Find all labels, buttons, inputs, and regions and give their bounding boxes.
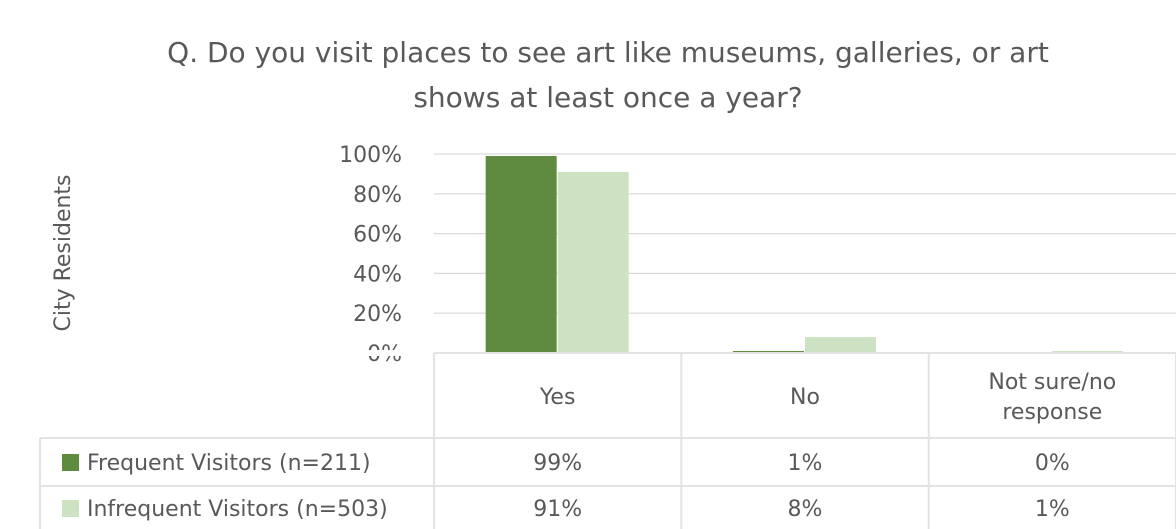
category-label: response bbox=[1002, 400, 1102, 425]
y-axis-title: City Residents bbox=[51, 174, 76, 331]
legend-swatch bbox=[62, 454, 79, 471]
bar-series-2-no bbox=[805, 337, 876, 353]
data-label: 99% bbox=[533, 451, 582, 476]
y-tick-label: 20% bbox=[353, 302, 402, 327]
y-tick-label: 100% bbox=[339, 143, 402, 168]
data-label: 1% bbox=[788, 451, 823, 476]
data-label: 8% bbox=[788, 497, 823, 522]
legend-label: Frequent Visitors (n=211) bbox=[87, 451, 371, 476]
bar-series-2-yes bbox=[557, 171, 629, 353]
chart-title-line: shows at least once a year? bbox=[413, 81, 802, 114]
category-label: Not sure/no bbox=[988, 370, 1116, 395]
bars bbox=[485, 155, 1124, 353]
y-axis-label: City Residents bbox=[51, 174, 76, 331]
y-tick-label: 60% bbox=[353, 223, 402, 248]
y-axis-ticks: 0%20%40%60%80%100% bbox=[339, 143, 402, 367]
table-header-gap bbox=[40, 350, 434, 356]
bar-series-1-yes bbox=[485, 155, 557, 353]
data-label: 1% bbox=[1035, 497, 1070, 522]
legend-swatch bbox=[62, 500, 79, 517]
y-tick-label: 40% bbox=[353, 262, 402, 287]
legend-label: Infrequent Visitors (n=503) bbox=[87, 497, 388, 522]
data-table: Yes No Not sure/no response Frequent Visitor… bbox=[39, 350, 1176, 529]
data-label: 91% bbox=[533, 497, 582, 522]
category-label: Yes bbox=[539, 385, 576, 410]
category-label: No bbox=[790, 385, 820, 410]
y-tick-label: 80% bbox=[353, 183, 402, 208]
chart-title-line: Q. Do you visit places to see art like m… bbox=[167, 36, 1049, 69]
data-label: 0% bbox=[1035, 451, 1070, 476]
chart-title: Q. Do you visit places to see art like m… bbox=[167, 36, 1049, 114]
